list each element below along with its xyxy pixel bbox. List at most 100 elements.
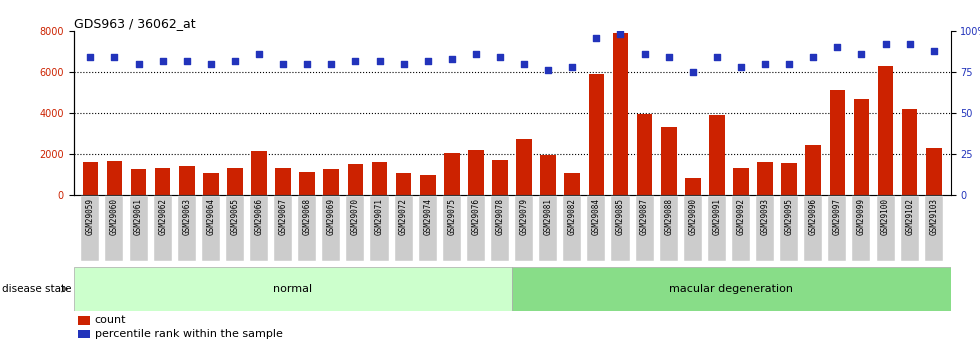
Text: GSM29072: GSM29072 [399,198,408,235]
FancyBboxPatch shape [250,196,269,261]
Bar [540,155,556,195]
Text: GSM29067: GSM29067 [278,198,288,235]
Bar [492,160,508,195]
FancyBboxPatch shape [853,196,870,261]
Text: GSM29061: GSM29061 [134,198,143,235]
Bar [829,90,845,195]
FancyBboxPatch shape [636,196,654,261]
Text: percentile rank within the sample: percentile rank within the sample [94,329,282,339]
Text: GSM29095: GSM29095 [785,198,794,235]
FancyBboxPatch shape [876,196,895,261]
Point [179,58,195,63]
FancyBboxPatch shape [177,196,196,261]
Bar [179,166,195,195]
Point [155,58,171,63]
Point [661,55,676,60]
Point [130,61,146,67]
Text: count: count [94,315,126,325]
Point [709,55,724,60]
Bar [854,99,869,195]
Point [419,58,435,63]
Point [107,55,122,60]
FancyBboxPatch shape [756,196,774,261]
FancyBboxPatch shape [901,196,918,261]
Point [926,48,942,53]
FancyBboxPatch shape [539,196,558,261]
Text: GSM29090: GSM29090 [688,198,698,235]
Text: GSM29059: GSM29059 [86,198,95,235]
Point [829,45,845,50]
Text: GSM29065: GSM29065 [230,198,239,235]
FancyBboxPatch shape [805,196,822,261]
FancyBboxPatch shape [106,196,123,261]
FancyBboxPatch shape [587,196,606,261]
Point [371,58,387,63]
FancyBboxPatch shape [828,196,847,261]
Text: GSM29078: GSM29078 [496,198,505,235]
Bar [926,148,942,195]
FancyBboxPatch shape [274,196,292,261]
Point [637,51,653,57]
FancyBboxPatch shape [418,196,437,261]
Bar [878,66,894,195]
Text: GSM29097: GSM29097 [833,198,842,235]
Bar [733,168,749,195]
Text: GSM29066: GSM29066 [255,198,264,235]
Bar [806,145,821,195]
Text: GSM29093: GSM29093 [760,198,769,235]
Bar [77,316,90,325]
Bar [74,267,512,310]
Point [468,51,484,57]
Bar [155,168,171,195]
Text: GSM29075: GSM29075 [447,198,457,235]
Bar [77,330,90,338]
Text: normal: normal [273,284,313,294]
Text: GSM29071: GSM29071 [375,198,384,235]
FancyBboxPatch shape [129,196,148,261]
Text: GSM29092: GSM29092 [736,198,746,235]
Point [902,41,917,47]
FancyBboxPatch shape [564,196,581,261]
Text: GSM29062: GSM29062 [158,198,168,235]
Text: GSM29079: GSM29079 [519,198,528,235]
Bar [227,168,243,195]
Bar [902,109,917,195]
FancyBboxPatch shape [226,196,244,261]
Text: disease state: disease state [2,284,72,294]
Point [564,64,580,70]
FancyBboxPatch shape [612,196,629,261]
Text: GSM29096: GSM29096 [808,198,817,235]
Bar [512,267,951,310]
FancyBboxPatch shape [395,196,413,261]
Text: GSM29068: GSM29068 [303,198,312,235]
Point [806,55,821,60]
Bar [300,172,315,195]
FancyBboxPatch shape [780,196,798,261]
FancyBboxPatch shape [732,196,750,261]
Bar [589,74,605,195]
Bar [612,33,628,195]
Text: GSM29063: GSM29063 [182,198,191,235]
Point [348,58,364,63]
FancyBboxPatch shape [202,196,220,261]
Text: GSM29085: GSM29085 [616,198,625,235]
FancyBboxPatch shape [154,196,172,261]
Bar [251,151,267,195]
Bar [275,168,291,195]
Bar [371,162,387,195]
Text: GSM29081: GSM29081 [544,198,553,235]
Point [540,68,556,73]
Text: GSM29084: GSM29084 [592,198,601,235]
Point [275,61,291,67]
FancyBboxPatch shape [346,196,365,261]
Text: GSM29069: GSM29069 [326,198,336,235]
Text: GDS963 / 36062_at: GDS963 / 36062_at [74,17,195,30]
Text: GSM29088: GSM29088 [664,198,673,235]
Point [854,51,869,57]
FancyBboxPatch shape [370,196,388,261]
Text: GSM29099: GSM29099 [857,198,866,235]
FancyBboxPatch shape [660,196,678,261]
Point [300,61,316,67]
Text: GSM29082: GSM29082 [567,198,577,235]
Point [781,61,797,67]
